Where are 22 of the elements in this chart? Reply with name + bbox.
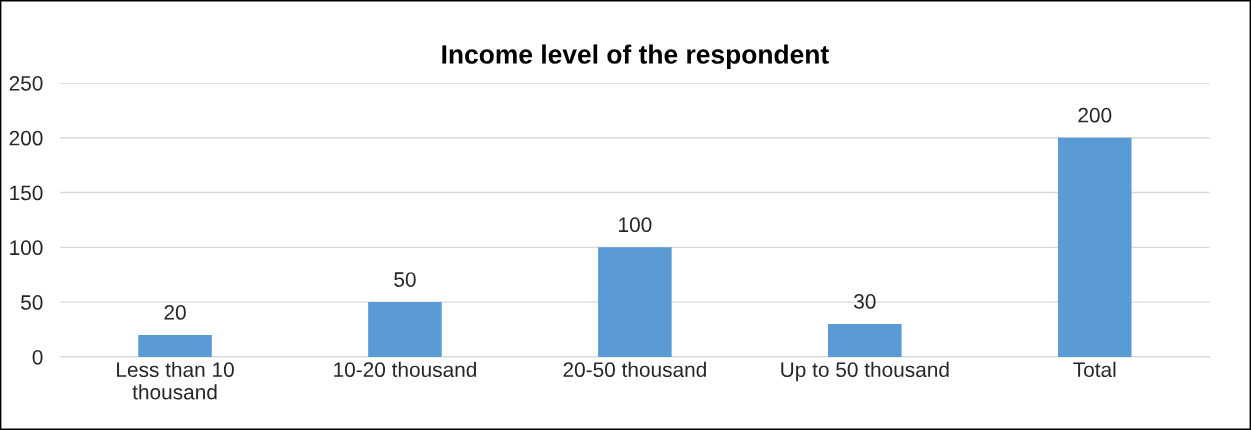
bar <box>828 324 902 357</box>
y-tick-label: 150 <box>10 185 43 201</box>
x-tick-label: Less than 10 thousand <box>117 361 234 400</box>
x-tick-label: Total <box>1073 361 1116 378</box>
y-tick-label: 50 <box>21 295 43 310</box>
y-tick-label: 200 <box>9 130 43 146</box>
x-tick-label: 20-50 thousand <box>563 361 706 378</box>
bar <box>138 334 212 357</box>
y-tick-label: 250 <box>9 75 43 91</box>
data-label: 20 <box>164 305 186 320</box>
data-label: 100 <box>619 217 652 233</box>
bar <box>1057 137 1132 357</box>
bar <box>368 302 442 357</box>
data-label: 200 <box>1078 107 1112 123</box>
data-label: 50 <box>394 272 416 287</box>
bar <box>598 247 672 357</box>
chart-title: Income level of the respondent <box>442 44 829 70</box>
x-tick-label: Up to 50 thousand <box>781 361 949 382</box>
x-tick-label: 10-20 thousand <box>334 361 477 378</box>
y-tick-label: 100 <box>10 240 43 256</box>
data-label: 30 <box>854 294 876 309</box>
y-tick-label: 0 <box>32 349 43 365</box>
